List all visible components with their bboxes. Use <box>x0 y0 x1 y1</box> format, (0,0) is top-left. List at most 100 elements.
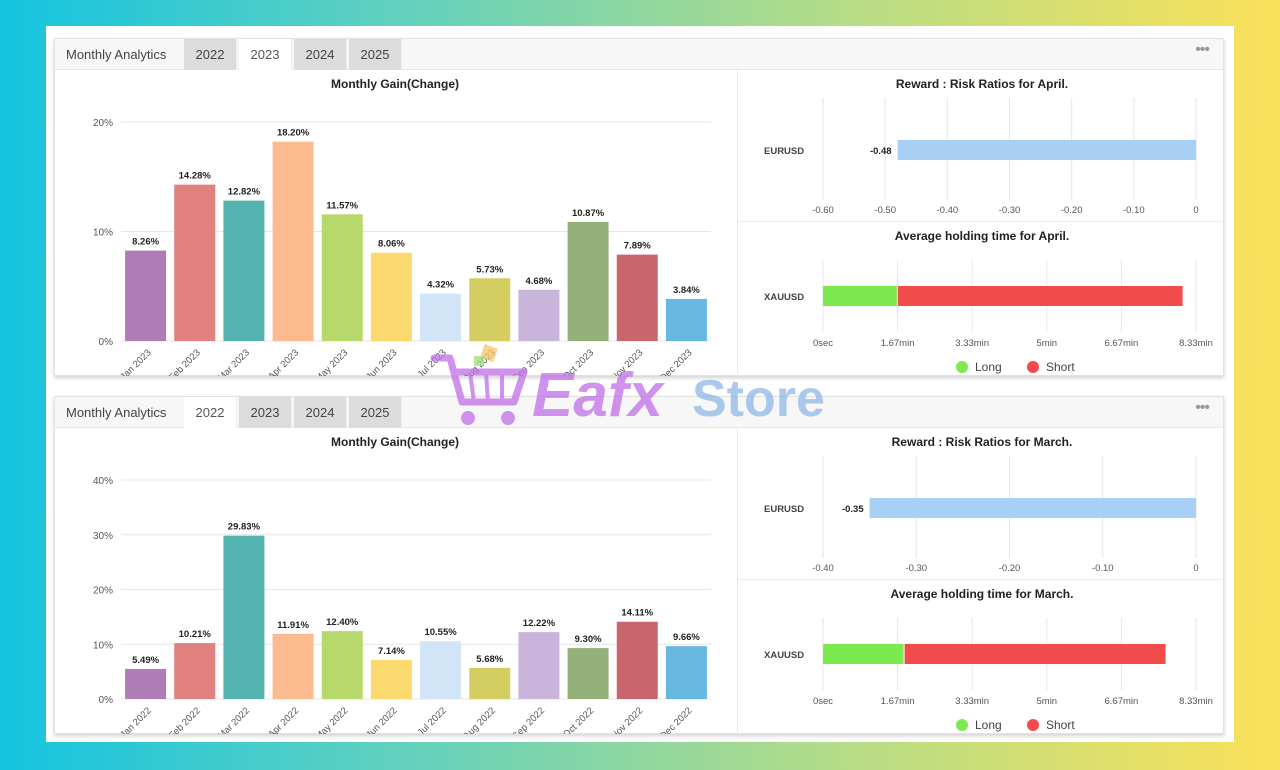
right-charts-area: Reward : Risk Ratios for April. -0.60 -0.5… <box>737 70 1225 376</box>
x-tick-label: Apr 2023 <box>266 347 301 376</box>
short-bar <box>897 286 1183 306</box>
long-bar <box>823 644 904 664</box>
bar-value-label: 29.83% <box>228 522 261 533</box>
tab-2022[interactable]: 2022 <box>184 397 237 428</box>
long-bar <box>823 286 897 306</box>
bar <box>518 289 560 341</box>
bar <box>370 252 412 341</box>
category-label: XAUUSD <box>764 292 804 303</box>
monthly-gain-chart-svg: Monthly Gain(Change) 0% 10% 20% 8.26% Jan 202… <box>93 77 711 385</box>
legend-short-label: Short <box>1046 360 1075 374</box>
bar-value-label: 14.28% <box>179 171 212 182</box>
bar-value-label: 9.66% <box>673 632 700 643</box>
bar-value-label: 4.68% <box>525 276 552 287</box>
chart-title: Monthly Gain(Change) <box>331 435 459 449</box>
bar <box>272 141 314 341</box>
x-tick-label: -0.40 <box>937 205 959 216</box>
x-tick-label: 6.67min <box>1104 696 1138 707</box>
x-tick-label: Jul 2023 <box>416 347 449 376</box>
tab-2025[interactable]: 2025 <box>349 397 402 428</box>
y-tick-label: 20% <box>93 118 113 129</box>
tab-2025[interactable]: 2025 <box>349 39 402 70</box>
legend-long-marker <box>956 719 968 731</box>
x-tick-label: Sep 2022 <box>510 705 547 734</box>
bar-value-label: 10.55% <box>424 627 457 638</box>
legend-short-marker <box>1027 361 1039 373</box>
x-tick-label: Feb 2022 <box>167 705 203 734</box>
legend-short-marker <box>1027 719 1039 731</box>
bar-value-label: 8.06% <box>378 239 405 250</box>
risk-ratio-chart: Reward : Risk Ratios for March. -0.40 -0.3… <box>764 435 1199 574</box>
x-tick-label: Oct 2022 <box>561 705 596 734</box>
bar-value-label: 7.14% <box>378 646 405 657</box>
x-tick-label: Aug 2022 <box>461 705 498 734</box>
bar-value-label: 5.68% <box>476 654 503 665</box>
x-tick-label: -0.20 <box>999 563 1021 574</box>
bar-value-label: 12.22% <box>523 618 556 629</box>
bar <box>321 631 363 699</box>
y-tick-label: 20% <box>93 586 113 597</box>
legend-long-label: Long <box>975 718 1002 732</box>
bar <box>420 641 462 699</box>
x-tick-label: Sep 2023 <box>510 347 547 376</box>
tab-2024[interactable]: 2024 <box>294 397 347 428</box>
bar-value-label: 3.84% <box>673 285 700 296</box>
tab-2023[interactable]: 2023 <box>239 397 292 428</box>
bar <box>616 254 658 341</box>
dashboard-frame: Monthly Analytics 2022 2023 2024 2025 ••… <box>46 26 1234 743</box>
monthly-gain-chart-svg: Monthly Gain(Change) 0% 10% 20% 30% 40% 5.49% J… <box>93 435 711 743</box>
x-tick-label: 6.67min <box>1104 338 1138 349</box>
tab-2024[interactable]: 2024 <box>294 39 347 70</box>
x-tick-label: Oct 2023 <box>561 347 596 376</box>
holding-time-chart: Average holding time for March. 0sec 1.67m… <box>764 587 1213 732</box>
tab-2022[interactable]: 2022 <box>184 39 237 70</box>
x-tick-label: Dec 2022 <box>658 705 695 734</box>
bar-value-label: 10.87% <box>572 208 605 219</box>
chart-title: Average holding time for April. <box>895 229 1069 243</box>
x-tick-label: Dec 2023 <box>658 347 695 376</box>
category-label: XAUUSD <box>764 650 804 661</box>
divider <box>738 221 1225 222</box>
x-tick-label: Jan 2023 <box>118 347 153 376</box>
bar <box>272 633 314 699</box>
bar-value-label: 10.21% <box>179 629 212 640</box>
right-charts-area: Reward : Risk Ratios for March. -0.40 -0.3… <box>737 428 1225 734</box>
x-tick-label: 1.67min <box>881 338 915 349</box>
bar-value-label: -0.48 <box>870 146 892 157</box>
y-tick-label: 10% <box>93 640 113 651</box>
monthly-gain-chart: Monthly Gain(Change) 0% 10% 20% 8.26% Jan 202… <box>55 70 735 385</box>
x-tick-label: -0.40 <box>812 563 834 574</box>
y-tick-label: 40% <box>93 476 113 487</box>
monthly-analytics-panel-2023: Monthly Analytics 2022 2023 2024 2025 ••… <box>54 38 1225 385</box>
x-tick-label: 0 <box>1193 205 1198 216</box>
x-tick-label: Jan 2022 <box>118 705 153 734</box>
bar <box>370 659 412 699</box>
x-tick-label: -0.20 <box>1061 205 1083 216</box>
x-tick-label: 0sec <box>813 696 833 707</box>
chart-title: Reward : Risk Ratios for April. <box>896 77 1068 91</box>
bar <box>223 535 265 699</box>
bar <box>420 293 462 341</box>
x-tick-label: 5min <box>1037 338 1058 349</box>
tab-2023[interactable]: 2023 <box>239 39 292 70</box>
chart-title: Reward : Risk Ratios for March. <box>892 435 1073 449</box>
bar-value-label: 7.89% <box>624 241 651 252</box>
x-tick-label: -0.50 <box>874 205 896 216</box>
more-options-icon[interactable]: ••• <box>1195 41 1210 58</box>
x-tick-label: 0sec <box>813 338 833 349</box>
category-label: EURUSD <box>764 504 804 515</box>
bar-value-label: 12.82% <box>228 187 261 198</box>
bar-value-label: 11.57% <box>326 200 358 211</box>
risk-bar <box>869 498 1196 518</box>
bar-value-label: 5.73% <box>476 264 503 275</box>
bar <box>567 648 609 699</box>
bar-value-label: 18.20% <box>277 128 310 139</box>
x-tick-label: 5min <box>1037 696 1058 707</box>
x-tick-label: May 2022 <box>313 705 350 734</box>
x-tick-label: -0.30 <box>999 205 1021 216</box>
risk-ratio-chart: Reward : Risk Ratios for April. -0.60 -0.5… <box>764 77 1199 216</box>
bar-value-label: 4.32% <box>427 280 454 291</box>
more-options-icon[interactable]: ••• <box>1195 399 1210 416</box>
panel-title: Monthly Analytics <box>66 405 167 420</box>
x-tick-label: -0.10 <box>1123 205 1145 216</box>
